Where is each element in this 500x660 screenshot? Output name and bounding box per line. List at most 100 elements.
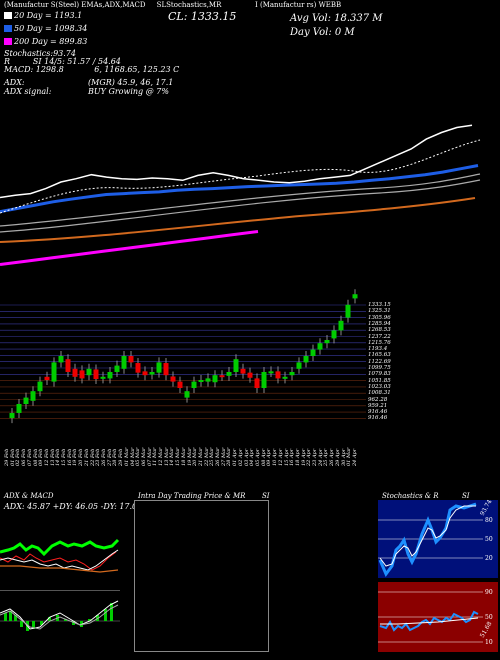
candle-body [93,369,99,380]
candle-body [352,294,358,299]
macd-value-2: 6, 1168.65, 125.23 C [94,65,180,74]
candle-body [261,372,267,388]
price-level-label: 962.28 [368,396,388,403]
candle-body [79,370,85,379]
candle-body [275,371,281,379]
si-tick-90: 90 [485,589,493,596]
adx-orange-line [0,565,119,573]
ma20-swatch [4,12,12,19]
si-lines [378,591,483,643]
ma50-legend: 50 Day = 1098.34 [4,24,87,33]
candle-body [226,372,232,376]
ma-orange-line [0,197,476,243]
candle-body [282,376,288,379]
candle-body [72,368,78,377]
si-tick-50: 50 [485,614,493,621]
price-level-label: 1333.15 [368,302,391,308]
candle-body [198,380,204,382]
price-level-label: 1325.31 [368,308,391,315]
date-label: 12 Apr [277,448,284,466]
candle-body [205,378,211,382]
stoch-tick-50: 50 [485,536,493,543]
adx-lines [0,538,120,573]
price-level-label: 1079.83 [368,371,391,378]
date-label: 21 Feb [83,448,90,466]
stoch-panel-title: Stochastics & R [382,492,439,500]
ma-dotted-line [0,139,481,214]
date-label: 01 Mar [123,447,130,466]
mgr-values: (MGR) 45.9, 46, 17.1 [88,78,174,87]
candle-body [9,412,15,419]
candle-body [114,365,120,372]
ma20-line [0,124,473,199]
candle-body [156,362,162,373]
date-label: 07 Feb [26,448,33,466]
stoch-d-line [379,505,476,567]
si-r-label: R [4,57,11,66]
stoch-si: SI [462,492,470,500]
candle-body [268,371,274,374]
adx-label: ADX: [4,78,25,87]
price-level-label: 1165.63 [368,352,391,359]
buy-signal: BUY Growing @ 7% [88,87,169,96]
candle-body [317,343,323,350]
price-level-label: 1268.53 [368,327,391,334]
price-level-label: 1285.94 [368,320,391,327]
stochastics-panel: 80 50 20 93.74 [378,499,498,578]
header-topline-1: (Manufactur [4,1,49,9]
macd-lines [0,600,120,631]
candle-body [23,397,29,404]
header-topline-6: rs) WEBB [306,1,342,9]
candle-body [65,359,71,372]
date-label: 29 Apr [334,448,341,466]
ma20-legend: 20 Day = 1193.1 [4,11,82,20]
adx-line [0,549,119,571]
ma200-line [0,230,259,266]
header-topline: (Manufactur S(Steel) EMAs,ADX,MACD SLSto… [4,1,221,9]
si-value: SI 14/5: 51.57 / 54.64 [32,57,121,66]
candle-body [338,320,344,331]
si-r: R SI 14/5: 51.57 / 54.64 [4,57,121,66]
adx-plusdi-line [0,538,120,557]
ma20-label: 20 Day = 1193.1 [14,11,83,20]
adx-values: ADX: 45.87 +DY: 46.05 -DY: 17.09 [4,502,143,511]
date-label: 06 Mar [140,447,147,466]
candle-body [296,362,302,369]
candle-body [324,340,330,344]
candle-body [247,372,253,378]
candle-body [331,330,337,339]
candle-body [86,368,92,376]
macd-signal-line [0,604,119,630]
header-topline-2: S(Steel) EMA [50,1,99,9]
avg-volume: Avg Vol: 18.337 M [290,13,383,24]
candle-body [107,372,113,379]
ma50-line [0,164,479,214]
candle-body [254,378,260,388]
price-level-label: 1051.85 [368,377,391,384]
intraday-si: SI [262,492,270,500]
si-avg-line [380,617,479,625]
candle-body [240,368,246,374]
price-level-label: 1193.4 [368,346,388,353]
candle-body [44,376,50,380]
candle-body [121,356,127,369]
price-level-label: 1237.22 [368,333,391,340]
candle-body [149,372,155,375]
ma200-label: 200 Day = 899.83 [14,37,88,46]
candle-body [37,381,43,392]
candle-body [142,371,148,376]
day-volume: Day Vol: 0 M [290,27,355,38]
ma-grey-line-2 [0,173,481,227]
price-level-label: 1305.96 [368,314,391,321]
stochastics-lines [378,502,483,577]
header-topline-5: I (Manufactur [255,1,305,9]
header-topline-4: SLStochastics,MR [156,1,222,9]
intraday-panel [134,500,269,652]
ma50-swatch [4,25,12,32]
ma-grey-line-1 [0,179,481,233]
macd-row: MACD: 1298.8 6, 1168.65, 125.23 C [4,65,179,74]
date-label: 18 Mar [180,447,187,466]
adx-minusdi-line [0,551,117,571]
date-label: 02 Apr [237,448,244,466]
price-level-label: 959.21 [368,402,388,409]
